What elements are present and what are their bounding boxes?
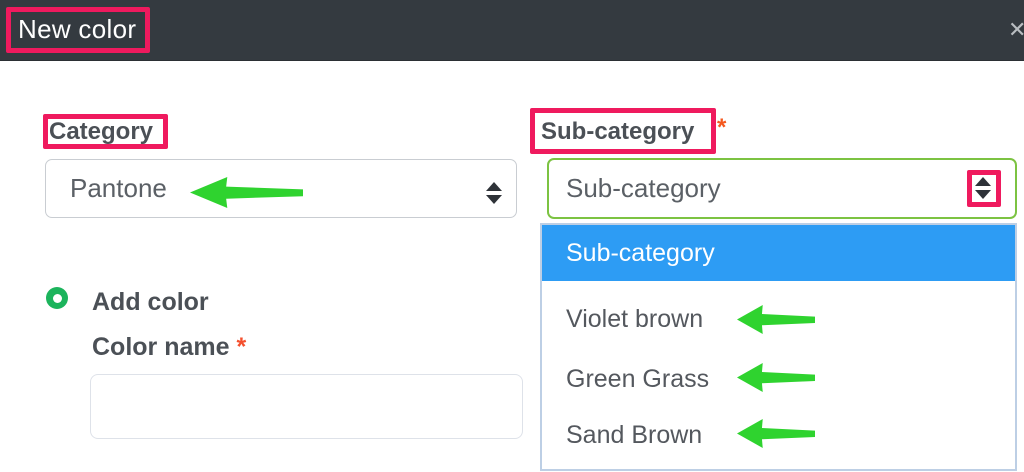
color-name-label: Color name * [92, 333, 247, 361]
modal-header: New color ✕ [0, 0, 1024, 61]
add-color-label: Add color [92, 288, 209, 316]
close-icon[interactable]: ✕ [1008, 17, 1024, 42]
dropdown-option-sand-brown[interactable]: Sand Brown [566, 421, 703, 449]
add-color-radio[interactable] [46, 287, 68, 309]
updown-chevron-icon [486, 182, 502, 204]
color-name-input[interactable] [90, 374, 523, 439]
modal-title: New color [18, 14, 137, 44]
category-select[interactable]: Pantone [45, 159, 517, 218]
subcategory-dropdown-list: Sub-category Violet brown Green Grass Sa… [540, 223, 1017, 471]
subcategory-select[interactable]: Sub-category [547, 158, 1017, 219]
required-asterisk: * [717, 114, 727, 141]
updown-chevron-icon [975, 177, 991, 199]
category-label: Category [49, 118, 154, 145]
subcategory-selected-value: Sub-category [566, 173, 721, 203]
category-selected-value: Pantone [70, 173, 167, 203]
dropdown-option-subcategory[interactable]: Sub-category [542, 225, 1015, 281]
subcategory-label: Sub-category [541, 118, 695, 145]
required-asterisk: * [236, 333, 247, 361]
dropdown-option-green-grass[interactable]: Green Grass [566, 365, 710, 393]
dropdown-option-violet-brown[interactable]: Violet brown [566, 305, 704, 333]
